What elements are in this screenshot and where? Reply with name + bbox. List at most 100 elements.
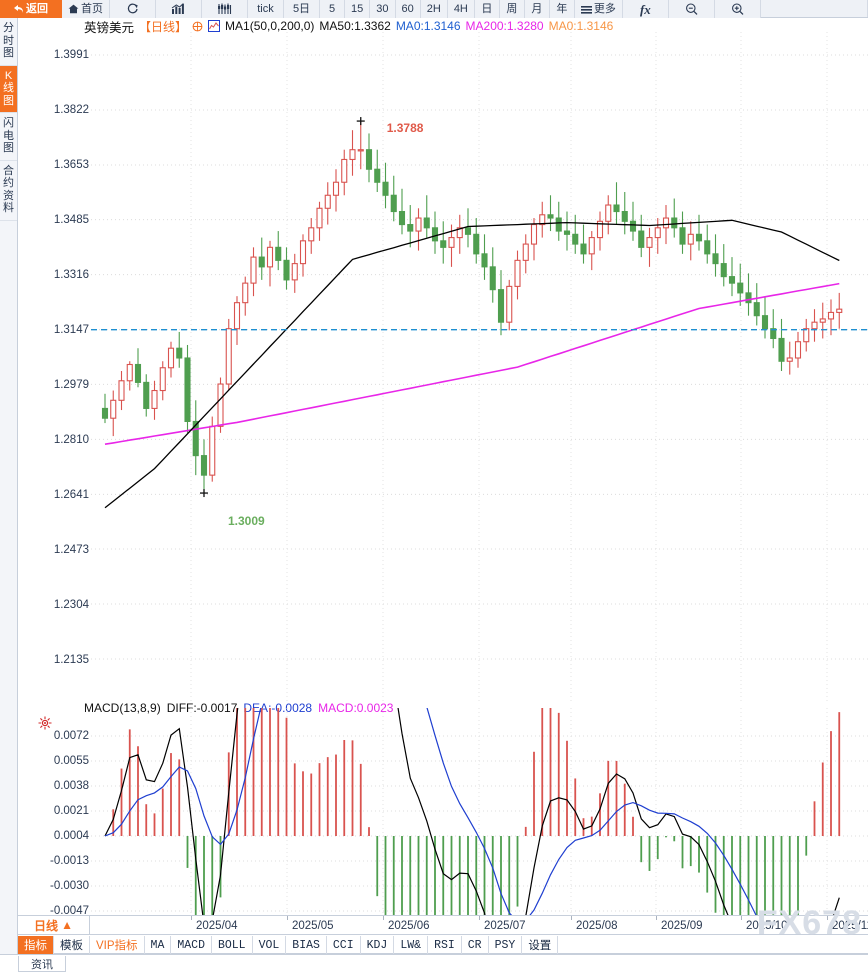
period-label: 【日线】 [139,19,188,34]
x-tick [383,916,384,920]
left-sidebar: 分时图 K线图 闪电图 合约资料 [0,18,18,953]
gear-circle-icon[interactable] [192,21,203,32]
period-5[interactable]: 5 [320,0,345,18]
y-tick-label: 1.3316 [53,269,89,281]
indicator-tab-bias[interactable]: BIAS [286,936,327,954]
sidebar-item-contract-info[interactable]: 合约资料 [0,161,17,221]
x-tick-label: 2025/07 [484,920,526,932]
indicator-tab-boll[interactable]: BOLL [212,936,253,954]
indicator-params: MA1(50,0,200,0) [225,19,315,33]
bar-chart-button[interactable] [156,0,202,18]
zoom-in-icon [731,3,744,15]
period-2h[interactable]: 2H [420,0,448,18]
ma0-orange-value: MA0:1.3146 [548,19,614,33]
y-tick-label: 1.3653 [53,159,89,171]
indicator-tab-cci[interactable]: CCI [327,936,361,954]
candlestick-button[interactable] [202,0,248,18]
x-tick [741,916,742,920]
fx-label: fx [639,1,651,17]
ma200-value: MA200:1.3280 [465,19,544,33]
y-tick-label: 0.0072 [53,730,89,742]
y-tick-label: 0.0038 [53,780,89,792]
home-button[interactable]: 首页 [62,0,110,18]
y-tick-label: -0.0047 [49,905,89,917]
indicator-tab--[interactable]: 设置 [522,936,559,954]
period-year[interactable]: 年 [549,0,575,18]
indicator-tab-vol[interactable]: VOL [253,936,287,954]
period-4h[interactable]: 4H [447,0,475,18]
low-price-annotation: 1.3009 [228,514,265,529]
indicator-tab-lw-[interactable]: LW& [394,936,429,954]
news-tab[interactable]: 资讯 [18,956,66,972]
indicator-tab-ma[interactable]: MA [145,936,172,954]
hamburger-icon [580,5,592,14]
x-tick [479,916,480,920]
sidebar-item-kline[interactable]: K线图 [0,65,17,113]
y-tick-label: 1.3147 [53,324,89,336]
refresh-button[interactable] [110,0,156,18]
indicator-tab--[interactable]: 指标 [18,936,54,954]
y-tick-label: 1.3485 [53,214,89,226]
indicator-tab-cr[interactable]: CR [462,936,489,954]
more-button[interactable]: 更多 [574,0,623,18]
y-tick-label: 0.0055 [53,755,89,767]
sidebar-item-lightning[interactable]: 闪电图 [0,113,17,161]
zoom-out-button[interactable] [668,0,715,18]
period-selector-label: 日线 [34,918,59,933]
ma50-value: MA50:1.3362 [319,19,391,33]
y-tick-label: 0.0004 [53,830,89,842]
indicator-tab-vip-[interactable]: VIP指标 [90,936,145,954]
period-week[interactable]: 周 [499,0,525,18]
indicator-tabs-filler [558,936,868,954]
y-tick-label: -0.0030 [49,880,89,892]
y-tick-label: 0.0021 [53,805,89,817]
fx-button[interactable]: fx [622,0,669,18]
y-tick-label: 1.2979 [53,379,89,391]
y-tick-label: 1.3822 [53,104,89,116]
macd-plot[interactable] [91,708,868,918]
sidebar-item-timeline[interactable]: 分时图 [0,18,17,66]
y-tick-label: 1.2135 [53,654,89,666]
bottom-strip [0,954,868,971]
y-tick-label: -0.0013 [49,855,89,867]
mini-chart-icon[interactable] [208,20,221,32]
zoom-in-button[interactable] [714,0,761,18]
sun-icon[interactable] [38,716,52,730]
toolbar-spacer [760,0,868,17]
x-tick [827,916,828,920]
indicator-tabs: 指标 模板 VIP指标 MA MACD BOLL VOL BIAS CCI KDJ LW& RSI CR… [18,936,868,954]
indicator-tab-kdj[interactable]: KDJ [361,936,395,954]
price-y-axis: 1.3991 1.3822 1.3653 1.3485 1.3316 1.3147 1.29… [18,28,89,688]
back-button[interactable]: 返回 [0,0,62,18]
period-5day[interactable]: 5日 [284,0,320,18]
period-30[interactable]: 30 [370,0,396,18]
macd-legend: MACD(13,8,9) DIFF:-0.0017 DEA:-0.0028 MA… [84,700,393,716]
back-label: 返回 [26,2,48,15]
macd-diff-value: DIFF:-0.0017 [166,701,238,715]
y-tick-label: 1.2304 [53,599,89,611]
y-tick-label: 1.2641 [53,489,89,501]
indicator-tab--[interactable]: 模板 [54,936,90,954]
period-month[interactable]: 月 [524,0,550,18]
indicator-tab-rsi[interactable]: RSI [428,936,462,954]
period-60[interactable]: 60 [395,0,421,18]
refresh-icon [127,3,138,14]
bar-chart-icon [171,3,184,14]
y-tick-label: 1.2810 [53,434,89,446]
indicator-tab-psy[interactable]: PSY [489,936,523,954]
ma0-blue-value: MA0:1.3146 [395,19,461,33]
period-day[interactable]: 日 [474,0,500,18]
x-tick-label: 2025/06 [388,920,430,932]
home-icon [68,4,79,14]
period-selector-button[interactable]: 日线 ▲ [18,915,90,935]
x-tick [287,916,288,920]
period-tick[interactable]: tick [248,0,284,18]
x-tick-label: 2025/08 [576,920,618,932]
price-plot[interactable] [91,32,868,704]
zoom-out-icon [685,3,698,15]
x-tick [191,916,192,920]
price-chart-legend: 英镑美元 【日线】 MA1(50,0,200,0) MA50:1.3362 MA… [84,18,614,35]
high-price-annotation: 1.3788 [386,121,424,136]
indicator-tab-macd[interactable]: MACD [171,936,212,954]
period-15[interactable]: 15 [345,0,371,18]
